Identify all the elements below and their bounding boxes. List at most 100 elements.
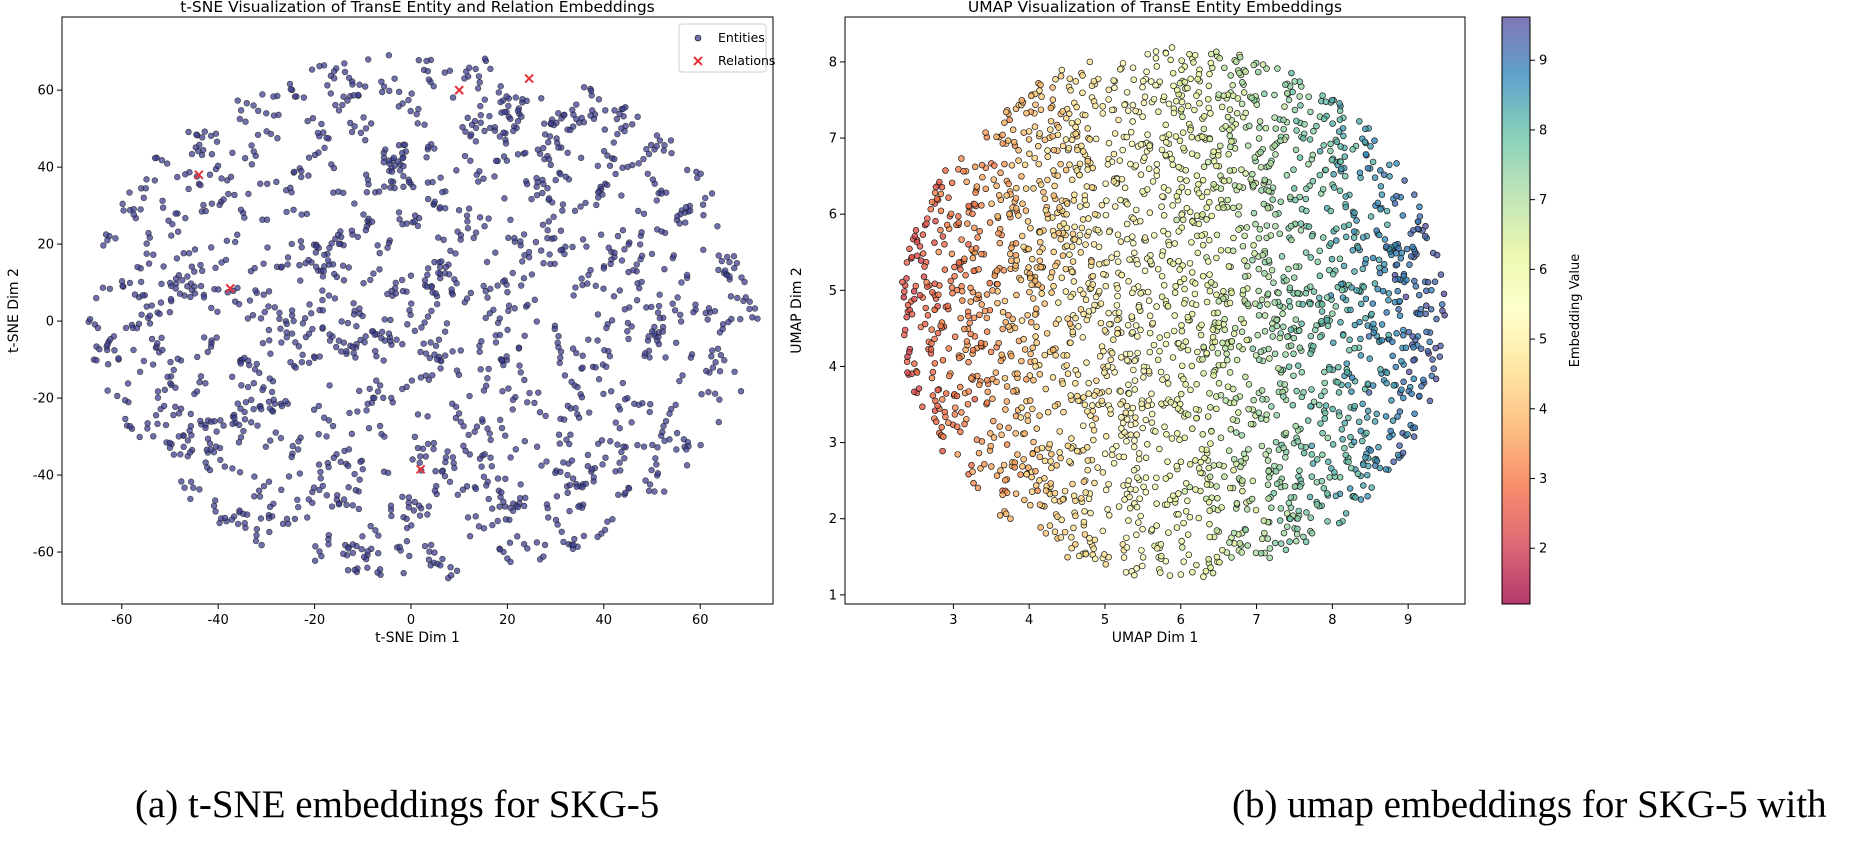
umap-point [1139, 525, 1146, 533]
umap-point [1018, 317, 1026, 324]
umap-point [987, 430, 994, 437]
umap-point [1226, 484, 1234, 492]
umap-point [1252, 300, 1259, 307]
umap-point [1154, 356, 1162, 364]
umap-point [1158, 146, 1166, 154]
umap-point [1160, 227, 1167, 235]
umap-point [987, 442, 994, 450]
entity-point [323, 492, 331, 499]
umap-point [1303, 207, 1310, 215]
umap-point [1362, 125, 1369, 133]
umap-point [1416, 310, 1424, 318]
entity-point [443, 320, 451, 327]
umap-point [1277, 540, 1285, 547]
entity-point [120, 207, 127, 214]
colorbar-tick-label: 7 [1539, 193, 1547, 208]
umap-point [1207, 440, 1214, 447]
entity-point [462, 128, 469, 135]
umap-point [1274, 65, 1281, 72]
entity-point [296, 470, 304, 477]
umap-point [1337, 165, 1345, 173]
entity-point [463, 483, 471, 490]
umap-point [1000, 461, 1008, 469]
umap-point [995, 230, 1002, 237]
umap-point [1356, 169, 1364, 176]
umap-point [1244, 300, 1251, 308]
umap-point [1247, 176, 1254, 183]
entity-point [467, 289, 475, 297]
entity-point [380, 149, 387, 157]
umap-point [1439, 307, 1446, 314]
umap-point [1206, 70, 1213, 78]
entity-point [424, 143, 432, 150]
umap-point [1375, 256, 1383, 264]
umap-point [1261, 270, 1268, 277]
umap-point [1360, 461, 1367, 469]
umap-point [965, 388, 973, 395]
umap-point [960, 168, 967, 175]
umap-point [1200, 113, 1208, 120]
entity-point [738, 274, 745, 281]
umap-point [1373, 410, 1380, 418]
umap-point [1190, 59, 1197, 66]
umap-point [1193, 414, 1200, 422]
umap-point [1230, 529, 1238, 537]
entity-point [473, 171, 480, 178]
umap-point [1277, 198, 1284, 205]
entity-point [385, 157, 393, 164]
umap-point [1210, 372, 1217, 379]
umap-point [1290, 185, 1298, 192]
entity-point [380, 83, 388, 90]
entity-point [179, 277, 186, 284]
umap-point [1410, 433, 1418, 440]
entity-point [320, 267, 327, 275]
umap-point [1398, 386, 1405, 393]
umap-point [1074, 392, 1081, 400]
umap-point [1213, 162, 1220, 170]
y-tick-label: 1 [829, 588, 837, 603]
entity-point [149, 361, 157, 368]
entity-point [304, 117, 311, 125]
umap-point [1242, 68, 1249, 75]
umap-point [1178, 66, 1185, 74]
entity-point [423, 154, 430, 161]
umap-point [1092, 415, 1099, 422]
umap-point [1139, 83, 1146, 91]
umap-point [1340, 262, 1348, 270]
entity-point [158, 280, 165, 288]
plot-frame [61, 16, 774, 605]
entity-point [399, 100, 406, 107]
umap-point [1168, 44, 1176, 51]
entity-point [617, 467, 624, 474]
umap-point [914, 252, 921, 259]
entity-point [618, 448, 625, 456]
umap-point [1097, 300, 1105, 307]
umap-point [1226, 106, 1234, 113]
umap-point [1306, 300, 1314, 308]
umap-point [1091, 536, 1099, 544]
entity-point [432, 467, 439, 475]
entity-point [431, 487, 439, 494]
entity-point [317, 468, 324, 476]
entity-point [264, 180, 271, 188]
entity-point [143, 176, 150, 183]
entity-point [601, 526, 609, 534]
umap-point [997, 357, 1005, 365]
umap-point [1153, 303, 1160, 310]
entity-point [457, 347, 464, 354]
umap-point [1350, 228, 1358, 235]
umap-point [996, 512, 1004, 519]
entity-point [699, 201, 707, 208]
x-marker-icon [225, 283, 235, 294]
entity-point [250, 379, 258, 387]
umap-point [1337, 143, 1344, 150]
entity-point [479, 416, 486, 423]
colorbar-gradient [1502, 17, 1530, 604]
umap-point [917, 257, 925, 264]
entity-point [489, 521, 496, 529]
umap-point [941, 241, 948, 248]
umap-point [1019, 200, 1026, 207]
umap-point [1227, 143, 1234, 151]
legend-relations-label: Relations [718, 53, 775, 68]
umap-point [1027, 224, 1034, 232]
